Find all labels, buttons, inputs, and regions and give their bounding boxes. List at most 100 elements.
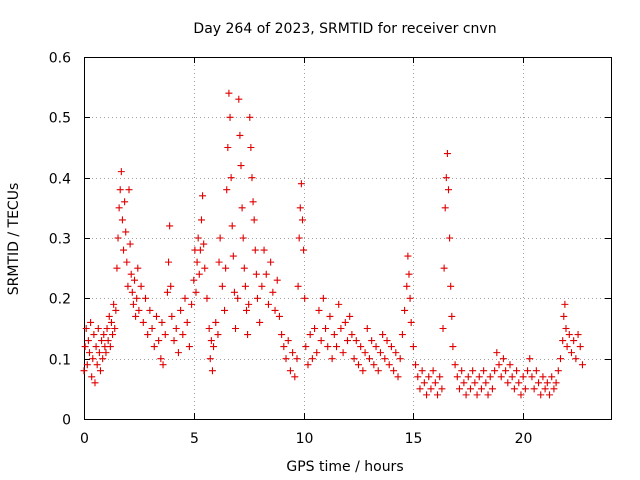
data-point	[206, 355, 214, 363]
data-point	[278, 331, 286, 339]
data-point	[448, 312, 456, 320]
data-point	[414, 373, 422, 381]
x-tick-label: 0	[80, 431, 89, 447]
data-point	[528, 373, 536, 381]
data-point	[559, 337, 567, 345]
data-point	[247, 144, 255, 151]
y-tick-label: 0.1	[49, 353, 71, 369]
data-point	[526, 355, 534, 363]
data-point	[99, 355, 107, 363]
y-tick-label: 0.5	[49, 111, 71, 127]
data-points	[80, 89, 586, 399]
data-point	[341, 318, 349, 326]
data-point	[267, 258, 275, 266]
data-point	[122, 228, 130, 236]
data-point	[499, 355, 507, 363]
data-point	[161, 331, 169, 339]
y-tick-label: 0.6	[49, 51, 71, 67]
data-point	[80, 367, 88, 375]
data-point	[284, 337, 292, 345]
data-point	[562, 325, 570, 332]
x-tick-label: 20	[515, 431, 533, 447]
data-point	[246, 113, 254, 121]
x-axis-title: GPS time / hours	[286, 459, 403, 475]
data-point	[445, 186, 453, 194]
data-point	[127, 270, 135, 278]
data-point	[166, 222, 174, 230]
data-point	[339, 349, 347, 357]
data-point	[460, 379, 468, 387]
data-point	[200, 240, 208, 248]
data-point	[570, 337, 578, 345]
data-point	[262, 270, 270, 278]
data-point	[183, 318, 191, 326]
data-point	[100, 331, 108, 339]
data-point	[125, 186, 133, 194]
data-point	[376, 349, 384, 357]
data-point	[328, 355, 336, 363]
data-point	[541, 385, 549, 393]
data-point	[381, 355, 389, 363]
data-point	[260, 246, 268, 254]
data-point	[510, 385, 518, 393]
data-point	[429, 367, 437, 375]
data-point	[95, 349, 103, 357]
data-point	[234, 294, 242, 302]
data-point	[539, 373, 547, 381]
data-point	[346, 312, 354, 320]
data-point	[473, 391, 481, 399]
data-point	[228, 222, 236, 230]
data-point	[383, 337, 391, 345]
data-point	[289, 349, 297, 357]
data-point	[91, 379, 99, 387]
data-point	[239, 234, 247, 242]
data-point	[201, 264, 209, 272]
data-point	[135, 306, 143, 314]
data-point	[111, 325, 119, 332]
data-point	[495, 361, 503, 369]
data-point	[449, 343, 457, 351]
data-point	[286, 367, 294, 375]
data-point	[508, 373, 516, 381]
data-point	[199, 192, 207, 200]
data-point	[550, 385, 558, 393]
data-point	[405, 270, 413, 278]
data-point	[181, 294, 189, 302]
data-point	[137, 282, 145, 290]
data-point	[146, 306, 154, 314]
data-point	[451, 361, 459, 369]
data-point	[190, 276, 198, 284]
data-point	[504, 379, 512, 387]
data-point	[159, 361, 167, 369]
data-point	[83, 361, 91, 369]
data-point	[394, 373, 402, 381]
y-tick-label: 0	[62, 413, 71, 429]
data-point	[298, 216, 306, 224]
data-point	[330, 331, 338, 339]
data-point	[128, 288, 136, 296]
data-point	[552, 379, 560, 387]
data-point	[148, 325, 156, 332]
data-point	[418, 367, 426, 375]
data-point	[120, 246, 128, 254]
data-point	[363, 325, 371, 332]
data-point	[301, 294, 309, 302]
data-point	[248, 174, 256, 182]
y-tick-label: 0.4	[49, 172, 71, 188]
data-point	[354, 361, 362, 369]
data-point	[313, 349, 321, 357]
data-point	[420, 379, 428, 387]
data-point	[521, 385, 529, 393]
axis-ticks	[84, 57, 611, 420]
data-point	[517, 391, 525, 399]
data-point	[427, 385, 435, 393]
data-point	[434, 391, 442, 399]
data-point	[431, 379, 439, 387]
data-point	[179, 331, 187, 339]
data-point	[114, 234, 122, 242]
data-point	[406, 294, 414, 302]
data-point	[245, 300, 253, 308]
data-point	[194, 234, 202, 242]
data-point	[497, 373, 505, 381]
data-point	[409, 343, 417, 351]
